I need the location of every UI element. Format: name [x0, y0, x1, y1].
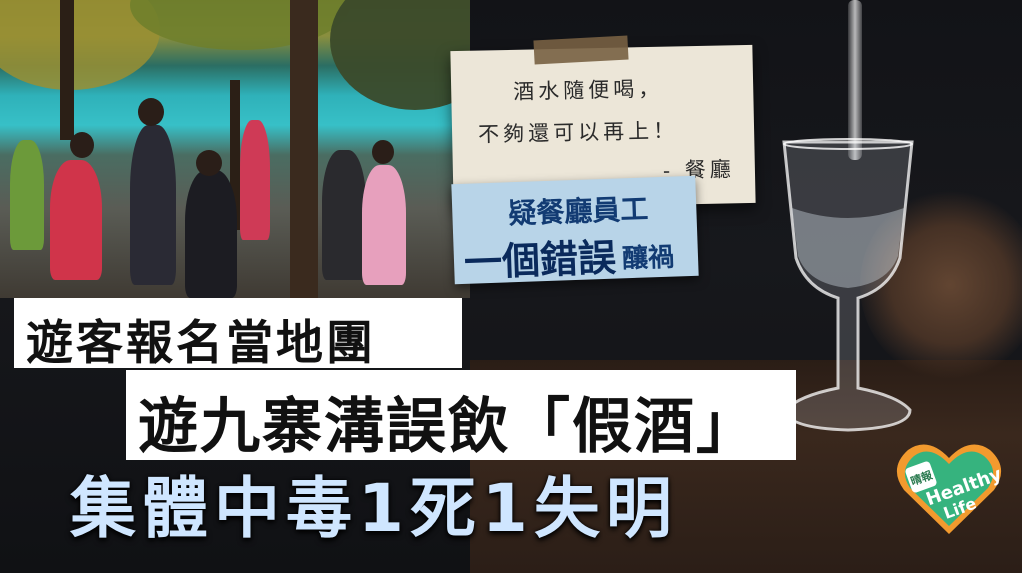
subheading-tag: 疑餐廳員工 一個錯誤 釀禍 [451, 175, 699, 285]
note-line-1: 酒水隨便喝， [512, 76, 664, 104]
tree-trunk [60, 0, 74, 140]
head [70, 132, 94, 158]
headline-line-1: 遊客報名當地團 [26, 316, 376, 371]
headline-line-1-box: 遊客報名當地團 [14, 298, 462, 371]
head [196, 150, 222, 176]
person [130, 125, 176, 285]
tag-line-1: 疑餐廳員工 [507, 192, 649, 231]
liquor-glass [782, 138, 914, 432]
tag-line-2-small: 釀禍 [621, 242, 675, 275]
headline-line-3: 集體中毒1死1失明 [70, 470, 678, 547]
head [372, 140, 394, 164]
tree-trunk [230, 80, 240, 230]
liquor-pour-stream [848, 0, 862, 160]
note-line-2: 不夠還可以再上！ [477, 118, 679, 147]
person [322, 150, 366, 280]
person [50, 160, 102, 280]
sorghum-grains [860, 190, 1022, 380]
headline-line-2: 遊九寨溝誤飲「假酒」 [138, 392, 758, 462]
person [185, 170, 237, 298]
tourist-photo [0, 0, 470, 298]
healthy-life-logo: 晴報 Healthy Life [896, 444, 1004, 534]
tape-strip [533, 35, 629, 65]
tree-trunk [290, 0, 318, 298]
person [362, 165, 406, 285]
head [138, 98, 164, 126]
tag-line-2-main: 一個錯誤 [463, 235, 617, 285]
person [10, 140, 44, 250]
headline-line-2-box: 遊九寨溝誤飲「假酒」 [126, 370, 796, 462]
foliage [330, 0, 470, 110]
person [240, 120, 270, 240]
